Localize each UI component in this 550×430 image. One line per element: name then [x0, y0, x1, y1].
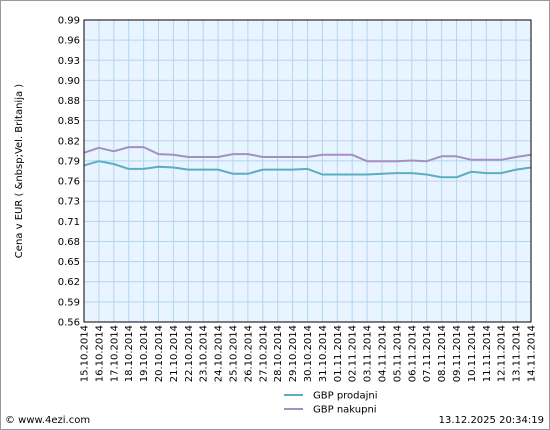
x-tick-label: 30.10.2014: [303, 325, 314, 382]
x-tick-label: 29.10.2014: [288, 325, 299, 382]
y-tick-label: 0.68: [58, 237, 80, 248]
x-tick-label: 11.11.2014: [482, 325, 493, 382]
x-tick-label: 19.10.2014: [139, 325, 150, 382]
y-tick-label: 0.65: [58, 257, 80, 268]
x-tick-label: 18.10.2014: [124, 325, 135, 382]
x-tick-label: 23.10.2014: [199, 325, 210, 382]
x-tick-label: 24.10.2014: [214, 325, 225, 382]
x-tick-label: 28.10.2014: [273, 325, 284, 382]
x-tick-label: 12.11.2014: [497, 325, 508, 382]
copyright-text: © www.4ezi.com: [5, 415, 91, 426]
grid: [83, 19, 532, 323]
x-tick-label: 14.11.2014: [527, 325, 538, 382]
y-tick-label: 0.85: [58, 116, 80, 127]
x-tick-label: 27.10.2014: [258, 325, 269, 382]
series-line-2: [83, 146, 532, 163]
x-tick-label: 20.10.2014: [154, 325, 165, 382]
y-tick-label: 0.71: [58, 217, 80, 228]
x-tick-label: 22.10.2014: [184, 325, 195, 382]
y-tick-label: 0.79: [58, 156, 80, 167]
x-tick-label: 05.11.2014: [392, 325, 403, 382]
x-tick-label: 16.10.2014: [94, 325, 105, 382]
timestamp-text: 13.12.2025 20:34:19: [438, 415, 544, 426]
x-tick-label: 31.10.2014: [318, 325, 329, 382]
y-axis-label: Cena v EUR ( &nbsp;Vel. Britanija ): [14, 84, 25, 258]
x-tick-label: 13.11.2014: [512, 325, 523, 382]
series-lines: [83, 146, 532, 179]
x-tick-label: 15.10.2014: [80, 325, 91, 382]
x-tick-label: 09.11.2014: [452, 325, 463, 382]
x-tick-label: 25.10.2014: [229, 325, 240, 382]
y-tick-label: 0.96: [58, 36, 80, 47]
x-tick-label: 01.11.2014: [333, 325, 344, 382]
x-tick-label: 26.10.2014: [243, 325, 254, 382]
x-tick-label: 04.11.2014: [378, 325, 389, 382]
y-tick-label: 0.93: [58, 56, 80, 67]
legend-label-2: GBP nakupni: [313, 405, 377, 416]
y-tick-label: 0.62: [58, 277, 80, 288]
x-tick-label: 02.11.2014: [348, 325, 359, 382]
y-tick-labels: 0.99 0.96 0.93 0.90 0.88 0.85 0.82 0.79 0.76 0.73…: [58, 16, 80, 329]
series-line-1: [83, 160, 532, 179]
x-tick-label: 06.11.2014: [407, 325, 418, 382]
y-tick-label: 0.82: [58, 136, 80, 147]
x-tick-label: 07.11.2014: [422, 325, 433, 382]
legend: GBP prodajni GBP nakupni: [284, 391, 378, 416]
y-tick-label: 0.59: [58, 297, 80, 308]
y-tick-label: 0.76: [58, 177, 80, 188]
x-tick-label: 21.10.2014: [169, 325, 180, 382]
x-tick-label: 08.11.2014: [437, 325, 448, 382]
y-tick-label: 0.88: [58, 96, 80, 107]
y-tick-label: 0.56: [58, 318, 80, 329]
legend-label-1: GBP prodajni: [313, 391, 378, 402]
x-tick-label: 03.11.2014: [363, 325, 374, 382]
plot-border: [83, 19, 532, 323]
x-tick-label: 17.10.2014: [109, 325, 120, 382]
x-tick-labels: 15.10.2014 16.10.2014 17.10.2014 18.10.2014…: [80, 325, 538, 382]
y-tick-label: 0.99: [58, 16, 80, 27]
y-tick-label: 0.73: [58, 197, 80, 208]
x-tick-label: 10.11.2014: [467, 325, 478, 382]
y-tick-label: 0.90: [58, 76, 80, 87]
